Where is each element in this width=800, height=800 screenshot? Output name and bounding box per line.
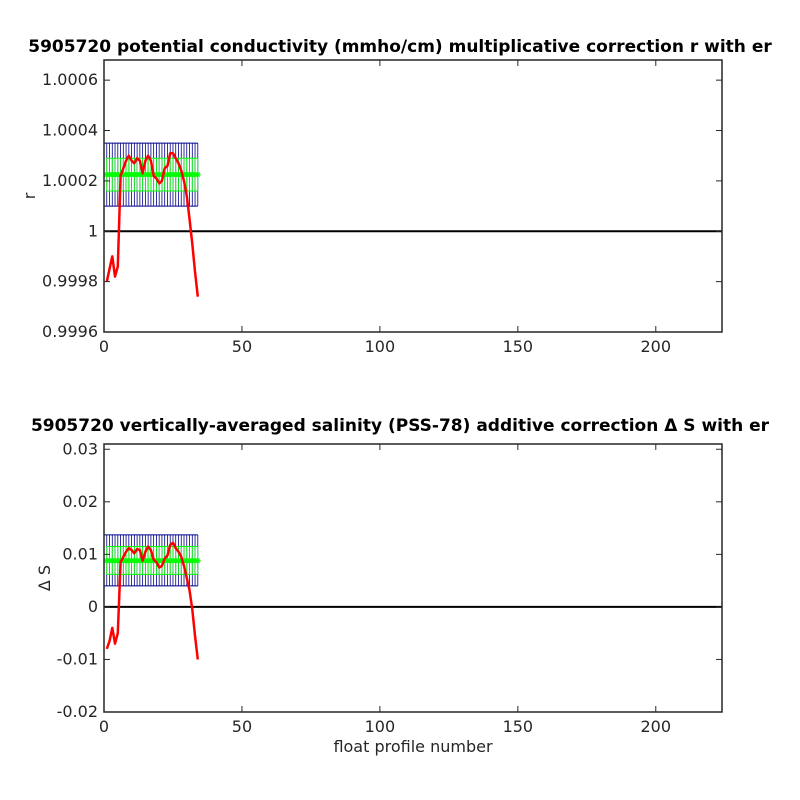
panel2-ytick-label: 0.03	[62, 439, 98, 458]
panel2-xlabel: float profile number	[333, 737, 493, 756]
panel2-ytick-label: 0.02	[62, 492, 98, 511]
panel2-fit-marker	[194, 557, 201, 564]
panel2-xtick-label: 0	[99, 717, 109, 736]
panel2-title: 5905720 vertically-averaged salinity (PS…	[31, 416, 770, 436]
panel2-ytick-label: 0	[88, 597, 98, 616]
panel2-axes-box	[103, 443, 723, 713]
panel2-xtick-label: 150	[503, 717, 534, 736]
panel1-xtick-label: 200	[641, 337, 672, 356]
panel2-xtick-label: 50	[232, 717, 252, 736]
panel1-axes-box	[103, 59, 723, 333]
panel1-fit-marker	[194, 171, 201, 178]
panel2-ytick-label: -0.02	[57, 702, 98, 721]
panel1-ytick-label: 1	[88, 221, 98, 240]
panel2-ytick-label: 0.01	[62, 544, 98, 563]
panel1-ytick-label: 1.0006	[42, 70, 98, 89]
panel2-xtick-label: 100	[365, 717, 396, 736]
panel2-xtick-label: 200	[641, 717, 672, 736]
panel1-ylabel: r	[20, 192, 39, 199]
panel1-ytick-label: 1.0002	[42, 171, 98, 190]
panel2-ytick-label: -0.01	[57, 649, 98, 668]
panel1-ytick-label: 0.9998	[42, 272, 98, 291]
panel2-ylabel: Δ S	[35, 565, 54, 591]
panel1-ytick-label: 0.9996	[42, 322, 98, 341]
panel1-title: 5905720 potential conductivity (mmho/cm)…	[28, 37, 772, 57]
panel1-xtick-label: 150	[503, 337, 534, 356]
panel1-xtick-label: 50	[232, 337, 252, 356]
panel1-ytick-label: 1.0004	[42, 121, 98, 140]
panel1-xtick-label: 0	[99, 337, 109, 356]
panel2-correction-line	[105, 541, 200, 660]
panel1-correction-line	[105, 151, 200, 297]
panel1-xtick-label: 100	[365, 337, 396, 356]
